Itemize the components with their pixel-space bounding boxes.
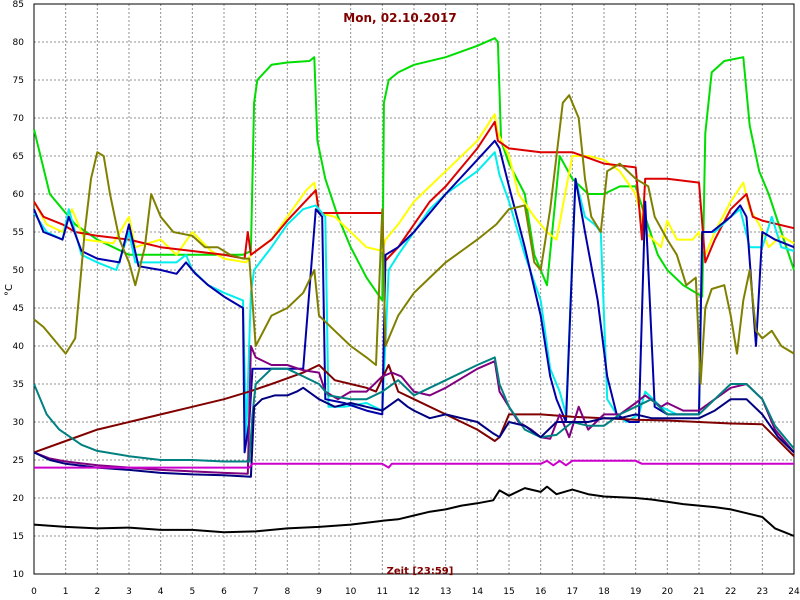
- x-tick-label: 0: [31, 587, 37, 597]
- x-tick-label: 16: [535, 587, 547, 597]
- y-tick-label: 40: [13, 342, 25, 352]
- y-tick-label: 10: [13, 570, 25, 580]
- x-tick-label: 17: [567, 587, 578, 597]
- chart-title: Mon, 02.10.2017: [343, 11, 456, 25]
- y-tick-labels: 10 15 20 25 30 35 40 45 50 55 60 65 70 75 80 85: [13, 0, 25, 580]
- series-line-3: [33, 120, 795, 264]
- x-tick-label: 7: [253, 587, 259, 597]
- y-tick-label: 30: [13, 418, 25, 428]
- y-tick-label: 50: [13, 266, 25, 276]
- x-tick-label: 12: [408, 587, 419, 597]
- series-line-9: [33, 356, 795, 463]
- y-tick-label: 80: [13, 38, 25, 48]
- y-axis-label: °C: [4, 284, 15, 296]
- y-tick-label: 55: [13, 228, 24, 238]
- x-tick-label: 19: [630, 587, 642, 597]
- series-line-7: [33, 364, 795, 457]
- x-tick-label: 5: [189, 587, 195, 597]
- x-tick-label: 11: [377, 587, 388, 597]
- x-tick-label: 6: [221, 587, 227, 597]
- x-tick-label: 24: [788, 587, 800, 597]
- y-tick-label: 35: [13, 380, 24, 390]
- series-group: [33, 37, 795, 537]
- x-tick-label: 15: [503, 587, 514, 597]
- y-tick-label: 65: [13, 152, 24, 162]
- series-line-1: [33, 37, 795, 302]
- x-tick-label: 8: [284, 587, 290, 597]
- series-line-2: [33, 113, 795, 264]
- x-tick-labels: 0 1 2 3 4 5 6 7 8 9 10 11 12 13 14 15 16 17 18 19 20 21 22 23 24: [31, 587, 800, 597]
- series-line-6: [33, 94, 795, 385]
- x-tick-label: 1: [63, 587, 69, 597]
- series-line-11: [34, 459, 794, 469]
- x-tick-label: 3: [126, 587, 132, 597]
- plot-frame: [33, 3, 795, 575]
- x-tick-label: 21: [693, 587, 704, 597]
- x-tick-label: 10: [345, 587, 357, 597]
- y-tick-label: 15: [13, 532, 24, 542]
- y-tick-label: 25: [13, 456, 24, 466]
- y-tick-label: 70: [13, 114, 25, 124]
- y-tick-label: 60: [13, 190, 25, 200]
- y-tick-label: 85: [13, 0, 24, 10]
- x-tick-label: 9: [316, 587, 322, 597]
- x-tick-label: 13: [440, 587, 451, 597]
- series-line-8: [33, 345, 795, 475]
- x-tick-label: 18: [598, 587, 610, 597]
- x-axis-label: Zeit [23:59]: [387, 566, 454, 577]
- x-tick-label: 20: [662, 587, 674, 597]
- series-line-4: [33, 151, 795, 439]
- series-line-12: [33, 485, 795, 537]
- x-tick-label: 4: [158, 587, 164, 597]
- y-tick-label: 75: [13, 76, 24, 86]
- grid: [33, 3, 795, 575]
- x-tick-label: 2: [94, 587, 100, 597]
- x-tick-label: 23: [757, 587, 768, 597]
- x-tick-label: 22: [725, 587, 736, 597]
- y-tick-label: 20: [13, 494, 25, 504]
- x-tick-label: 14: [472, 587, 484, 597]
- series-line-10: [33, 386, 795, 478]
- y-tick-label: 45: [13, 304, 24, 314]
